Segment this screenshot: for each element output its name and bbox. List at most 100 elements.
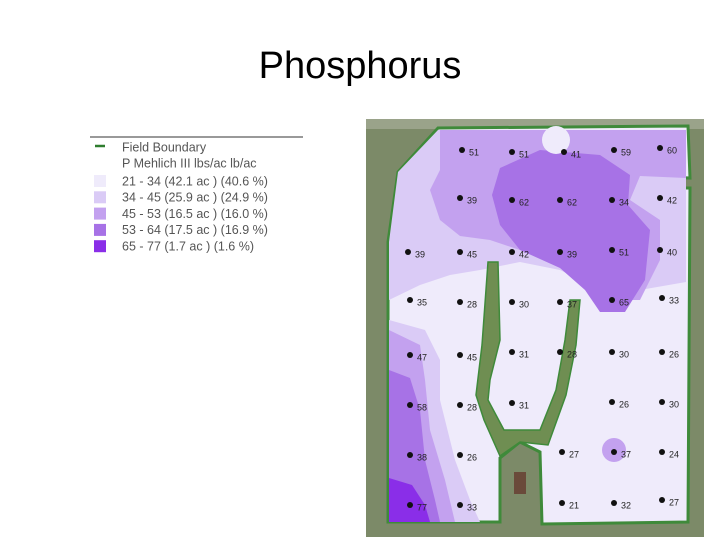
zone-low-spot bbox=[542, 126, 570, 154]
sample-point bbox=[407, 402, 413, 408]
sample-point bbox=[457, 452, 463, 458]
sample-point bbox=[405, 249, 411, 255]
legend-swatch bbox=[94, 175, 106, 187]
sample-label: 45 bbox=[467, 352, 477, 362]
sample-label: 62 bbox=[519, 197, 529, 207]
sample-label: 27 bbox=[669, 497, 679, 507]
sample-point bbox=[659, 295, 665, 301]
sample-label: 34 bbox=[619, 197, 629, 207]
sample-label: 58 bbox=[417, 402, 427, 412]
sample-point bbox=[457, 402, 463, 408]
sample-label: 26 bbox=[669, 349, 679, 359]
sample-label: 30 bbox=[519, 299, 529, 309]
sample-label: 30 bbox=[619, 349, 629, 359]
sample-point bbox=[407, 452, 413, 458]
sample-point bbox=[509, 149, 515, 155]
sample-label: 38 bbox=[417, 452, 427, 462]
sample-point bbox=[457, 502, 463, 508]
sample-point bbox=[509, 197, 515, 203]
sample-point bbox=[559, 500, 565, 506]
legend-heading: P Mehlich III lbs/ac lb/ac bbox=[122, 156, 257, 170]
sample-label: 31 bbox=[519, 349, 529, 359]
sample-label: 45 bbox=[467, 249, 477, 259]
sample-label: 32 bbox=[621, 500, 631, 510]
sample-label: 42 bbox=[667, 195, 677, 205]
sample-point bbox=[509, 249, 515, 255]
legend-label: 21 - 34 (42.1 ac ) (40.6 %) bbox=[122, 174, 268, 188]
road bbox=[366, 119, 704, 129]
sample-label: 40 bbox=[667, 247, 677, 257]
legend-label: 34 - 45 (25.9 ac ) (24.9 %) bbox=[122, 191, 268, 205]
sample-point bbox=[457, 249, 463, 255]
sample-label: 21 bbox=[569, 500, 579, 510]
sample-label: 24 bbox=[669, 449, 679, 459]
sample-point bbox=[557, 299, 563, 305]
sample-label: 42 bbox=[519, 249, 529, 259]
sample-point bbox=[609, 349, 615, 355]
legend: Field Boundary P Mehlich III lbs/ac lb/a… bbox=[90, 136, 303, 253]
sample-label: 30 bbox=[669, 399, 679, 409]
sample-label: 51 bbox=[469, 147, 479, 157]
legend-boundary: Field Boundary bbox=[122, 140, 207, 154]
structure bbox=[514, 472, 526, 494]
sample-point bbox=[509, 349, 515, 355]
sample-point bbox=[657, 247, 663, 253]
sample-label: 59 bbox=[621, 147, 631, 157]
sample-point bbox=[457, 299, 463, 305]
sample-point bbox=[407, 297, 413, 303]
sample-point bbox=[659, 449, 665, 455]
sample-point bbox=[611, 147, 617, 153]
zone-sw-4 bbox=[389, 478, 430, 522]
sample-point bbox=[611, 500, 617, 506]
slide-title: Phosphorus bbox=[259, 45, 462, 87]
sample-point bbox=[609, 197, 615, 203]
legend-label: 53 - 64 (17.5 ac ) (16.9 %) bbox=[122, 223, 268, 237]
sample-label: 37 bbox=[621, 449, 631, 459]
sample-label: 51 bbox=[519, 149, 529, 159]
sample-point bbox=[557, 197, 563, 203]
sample-point bbox=[407, 502, 413, 508]
sample-label: 33 bbox=[467, 502, 477, 512]
sample-point bbox=[657, 145, 663, 151]
sample-label: 39 bbox=[415, 249, 425, 259]
sample-point bbox=[609, 247, 615, 253]
sample-label: 35 bbox=[417, 297, 427, 307]
sample-label: 28 bbox=[467, 299, 477, 309]
sample-label: 26 bbox=[467, 452, 477, 462]
sample-point bbox=[657, 195, 663, 201]
sample-label: 62 bbox=[567, 197, 577, 207]
sample-point bbox=[407, 352, 413, 358]
sample-label: 51 bbox=[619, 247, 629, 257]
sample-label: 31 bbox=[519, 400, 529, 410]
legend-label: 65 - 77 (1.7 ac ) (1.6 %) bbox=[122, 239, 254, 253]
sample-label: 28 bbox=[467, 402, 477, 412]
sample-label: 60 bbox=[667, 145, 677, 155]
legend-swatch bbox=[94, 191, 106, 204]
sample-point bbox=[457, 352, 463, 358]
sample-point bbox=[559, 449, 565, 455]
legend-swatch bbox=[94, 223, 106, 236]
sample-label: 47 bbox=[417, 352, 427, 362]
sample-point bbox=[659, 399, 665, 405]
sample-label: 41 bbox=[571, 149, 581, 159]
sample-label: 39 bbox=[567, 249, 577, 259]
sample-point bbox=[457, 195, 463, 201]
sample-label: 26 bbox=[619, 399, 629, 409]
sample-point bbox=[609, 399, 615, 405]
sample-point bbox=[509, 400, 515, 406]
legend-label: 45 - 53 (16.5 ac ) (16.0 %) bbox=[122, 207, 268, 221]
sample-label: 28 bbox=[567, 349, 577, 359]
legend-swatch bbox=[94, 207, 106, 220]
zone-53-64 bbox=[492, 150, 650, 312]
sample-label: 65 bbox=[619, 297, 629, 307]
sample-label: 77 bbox=[417, 502, 427, 512]
sample-point bbox=[609, 297, 615, 303]
sample-point bbox=[659, 349, 665, 355]
sample-point bbox=[509, 299, 515, 305]
map: 51 51 41 59 60 39 62 62 34 42 39 45 42 39 51 40 35 28 30 37… bbox=[366, 119, 704, 537]
sample-label: 37 bbox=[567, 299, 577, 309]
sample-point bbox=[561, 149, 567, 155]
sample-point bbox=[557, 249, 563, 255]
